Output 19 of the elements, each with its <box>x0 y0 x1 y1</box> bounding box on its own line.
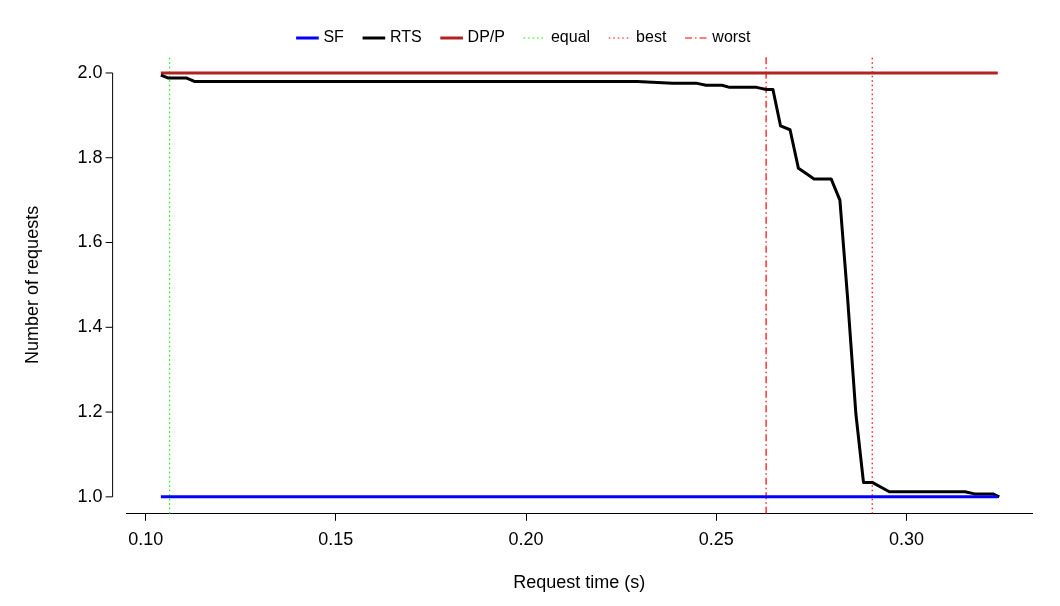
legend-label: worst <box>711 28 752 46</box>
x-tick-label: 0.10 <box>128 528 164 549</box>
y-tick-label: 1.4 <box>77 316 103 337</box>
legend-label: RTS <box>389 28 422 46</box>
x-axis-title: Request time (s) <box>513 572 646 593</box>
legend-label: SF <box>323 28 345 46</box>
x-tick-label: 0.15 <box>318 528 354 549</box>
y-axis-title: Number of requests <box>21 205 42 364</box>
x-tick-label: 0.30 <box>888 528 924 549</box>
y-tick-label: 1.0 <box>77 485 103 506</box>
y-tick-label: 1.2 <box>77 401 103 422</box>
x-tick-label: 0.25 <box>698 528 734 549</box>
x-tick-label: 0.20 <box>508 528 544 549</box>
legend-label: DP/P <box>467 28 505 46</box>
y-tick-label: 1.6 <box>77 231 103 252</box>
y-tick-label: 2.0 <box>77 61 103 82</box>
y-tick-label: 1.8 <box>77 146 103 167</box>
legend-label: equal <box>550 28 591 46</box>
legend-label: best <box>636 28 667 46</box>
